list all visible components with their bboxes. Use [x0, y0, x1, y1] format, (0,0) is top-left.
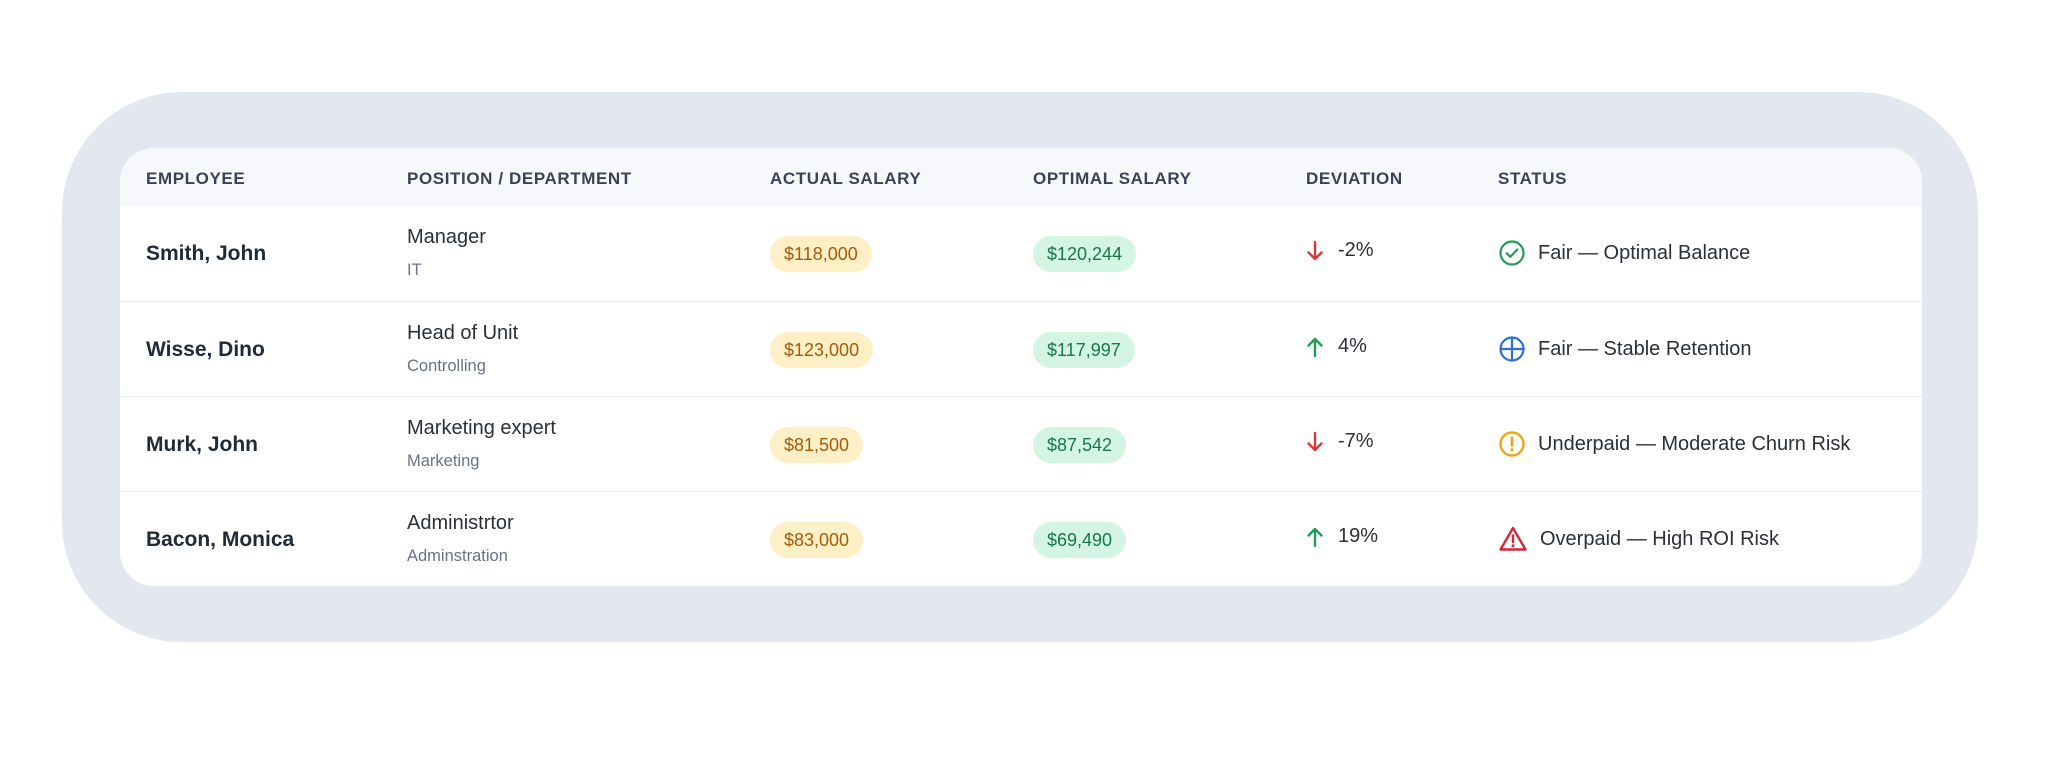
warning-triangle-icon [1499, 526, 1527, 551]
position-title: Marketing expert [407, 417, 556, 439]
actual-salary-badge: $118,000 [770, 236, 872, 272]
position-title: Head of Unit [407, 322, 519, 344]
deviation-text: 4% [1338, 335, 1367, 357]
table-row[interactable]: Murk, John Marketing expert Marketing $8… [120, 396, 1922, 492]
header-actual-salary[interactable]: ACTUAL SALARY [770, 169, 922, 188]
department-name: Marketing [407, 452, 480, 470]
actual-salary-badge: $83,000 [770, 522, 864, 558]
actual-salary-badge: $123,000 [770, 332, 874, 368]
optimal-salary-badge: $120,244 [1033, 236, 1137, 272]
optimal-salary-badge: $117,997 [1033, 332, 1135, 368]
deviation-text: -2% [1338, 239, 1374, 261]
status-indicator: Underpaid — Moderate Churn Risk [1498, 430, 1850, 458]
deviation-text: -7% [1338, 430, 1374, 452]
arrow-down-icon [1307, 431, 1323, 451]
status-indicator: Overpaid — High ROI Risk [1498, 525, 1779, 553]
arrow-up-icon [1307, 337, 1323, 357]
deviation-value: -7% [1306, 430, 1374, 453]
header-employee[interactable]: EMPLOYEE [146, 169, 246, 188]
status-indicator: Fair — Optimal Balance [1498, 239, 1750, 267]
status-text: Underpaid — Moderate Churn Risk [1538, 432, 1851, 455]
table-row[interactable]: Wisse, Dino Head of Unit Controlling $12… [120, 301, 1922, 397]
position-title: Administrtor [407, 512, 514, 534]
deviation-value: -2% [1306, 239, 1374, 262]
header-optimal-salary[interactable]: OPTIMAL SALARY [1033, 169, 1192, 188]
employee-name: Murk, John [146, 433, 259, 456]
crosshair-circle-icon [1499, 336, 1525, 362]
department-name: IT [407, 261, 422, 279]
optimal-salary-badge: $87,542 [1033, 427, 1127, 463]
employee-name: Smith, John [146, 242, 267, 265]
status-indicator: Fair — Stable Retention [1498, 335, 1751, 363]
table-header: EMPLOYEE POSITION / DEPARTMENT ACTUAL SA… [120, 148, 1922, 206]
check-circle-icon [1499, 240, 1525, 266]
table-row[interactable]: Bacon, Monica Administrtor Adminstration… [120, 491, 1922, 586]
header-deviation[interactable]: DEVIATION [1306, 169, 1403, 188]
status-text: Fair — Optimal Balance [1538, 241, 1751, 264]
position-title: Manager [407, 226, 486, 248]
department-name: Adminstration [407, 547, 508, 565]
deviation-value: 4% [1306, 335, 1367, 358]
optimal-salary-badge: $69,490 [1033, 522, 1127, 558]
salary-table-card: EMPLOYEE POSITION / DEPARTMENT ACTUAL SA… [120, 148, 1922, 586]
header-position-department[interactable]: POSITION / DEPARTMENT [407, 169, 632, 188]
exclamation-circle-icon [1499, 431, 1525, 457]
deviation-value: 19% [1306, 525, 1378, 548]
arrow-up-icon [1307, 527, 1323, 547]
table-row[interactable]: Smith, John Manager IT $118,000 $120,244… [120, 206, 1922, 301]
deviation-text: 19% [1338, 525, 1379, 547]
arrow-down-icon [1307, 240, 1323, 260]
employee-name: Wisse, Dino [146, 338, 265, 361]
department-name: Controlling [407, 357, 486, 375]
header-status[interactable]: STATUS [1498, 169, 1568, 188]
status-text: Fair — Stable Retention [1538, 337, 1752, 360]
employee-name: Bacon, Monica [146, 528, 295, 551]
status-text: Overpaid — High ROI Risk [1540, 527, 1779, 550]
actual-salary-badge: $81,500 [770, 427, 864, 463]
